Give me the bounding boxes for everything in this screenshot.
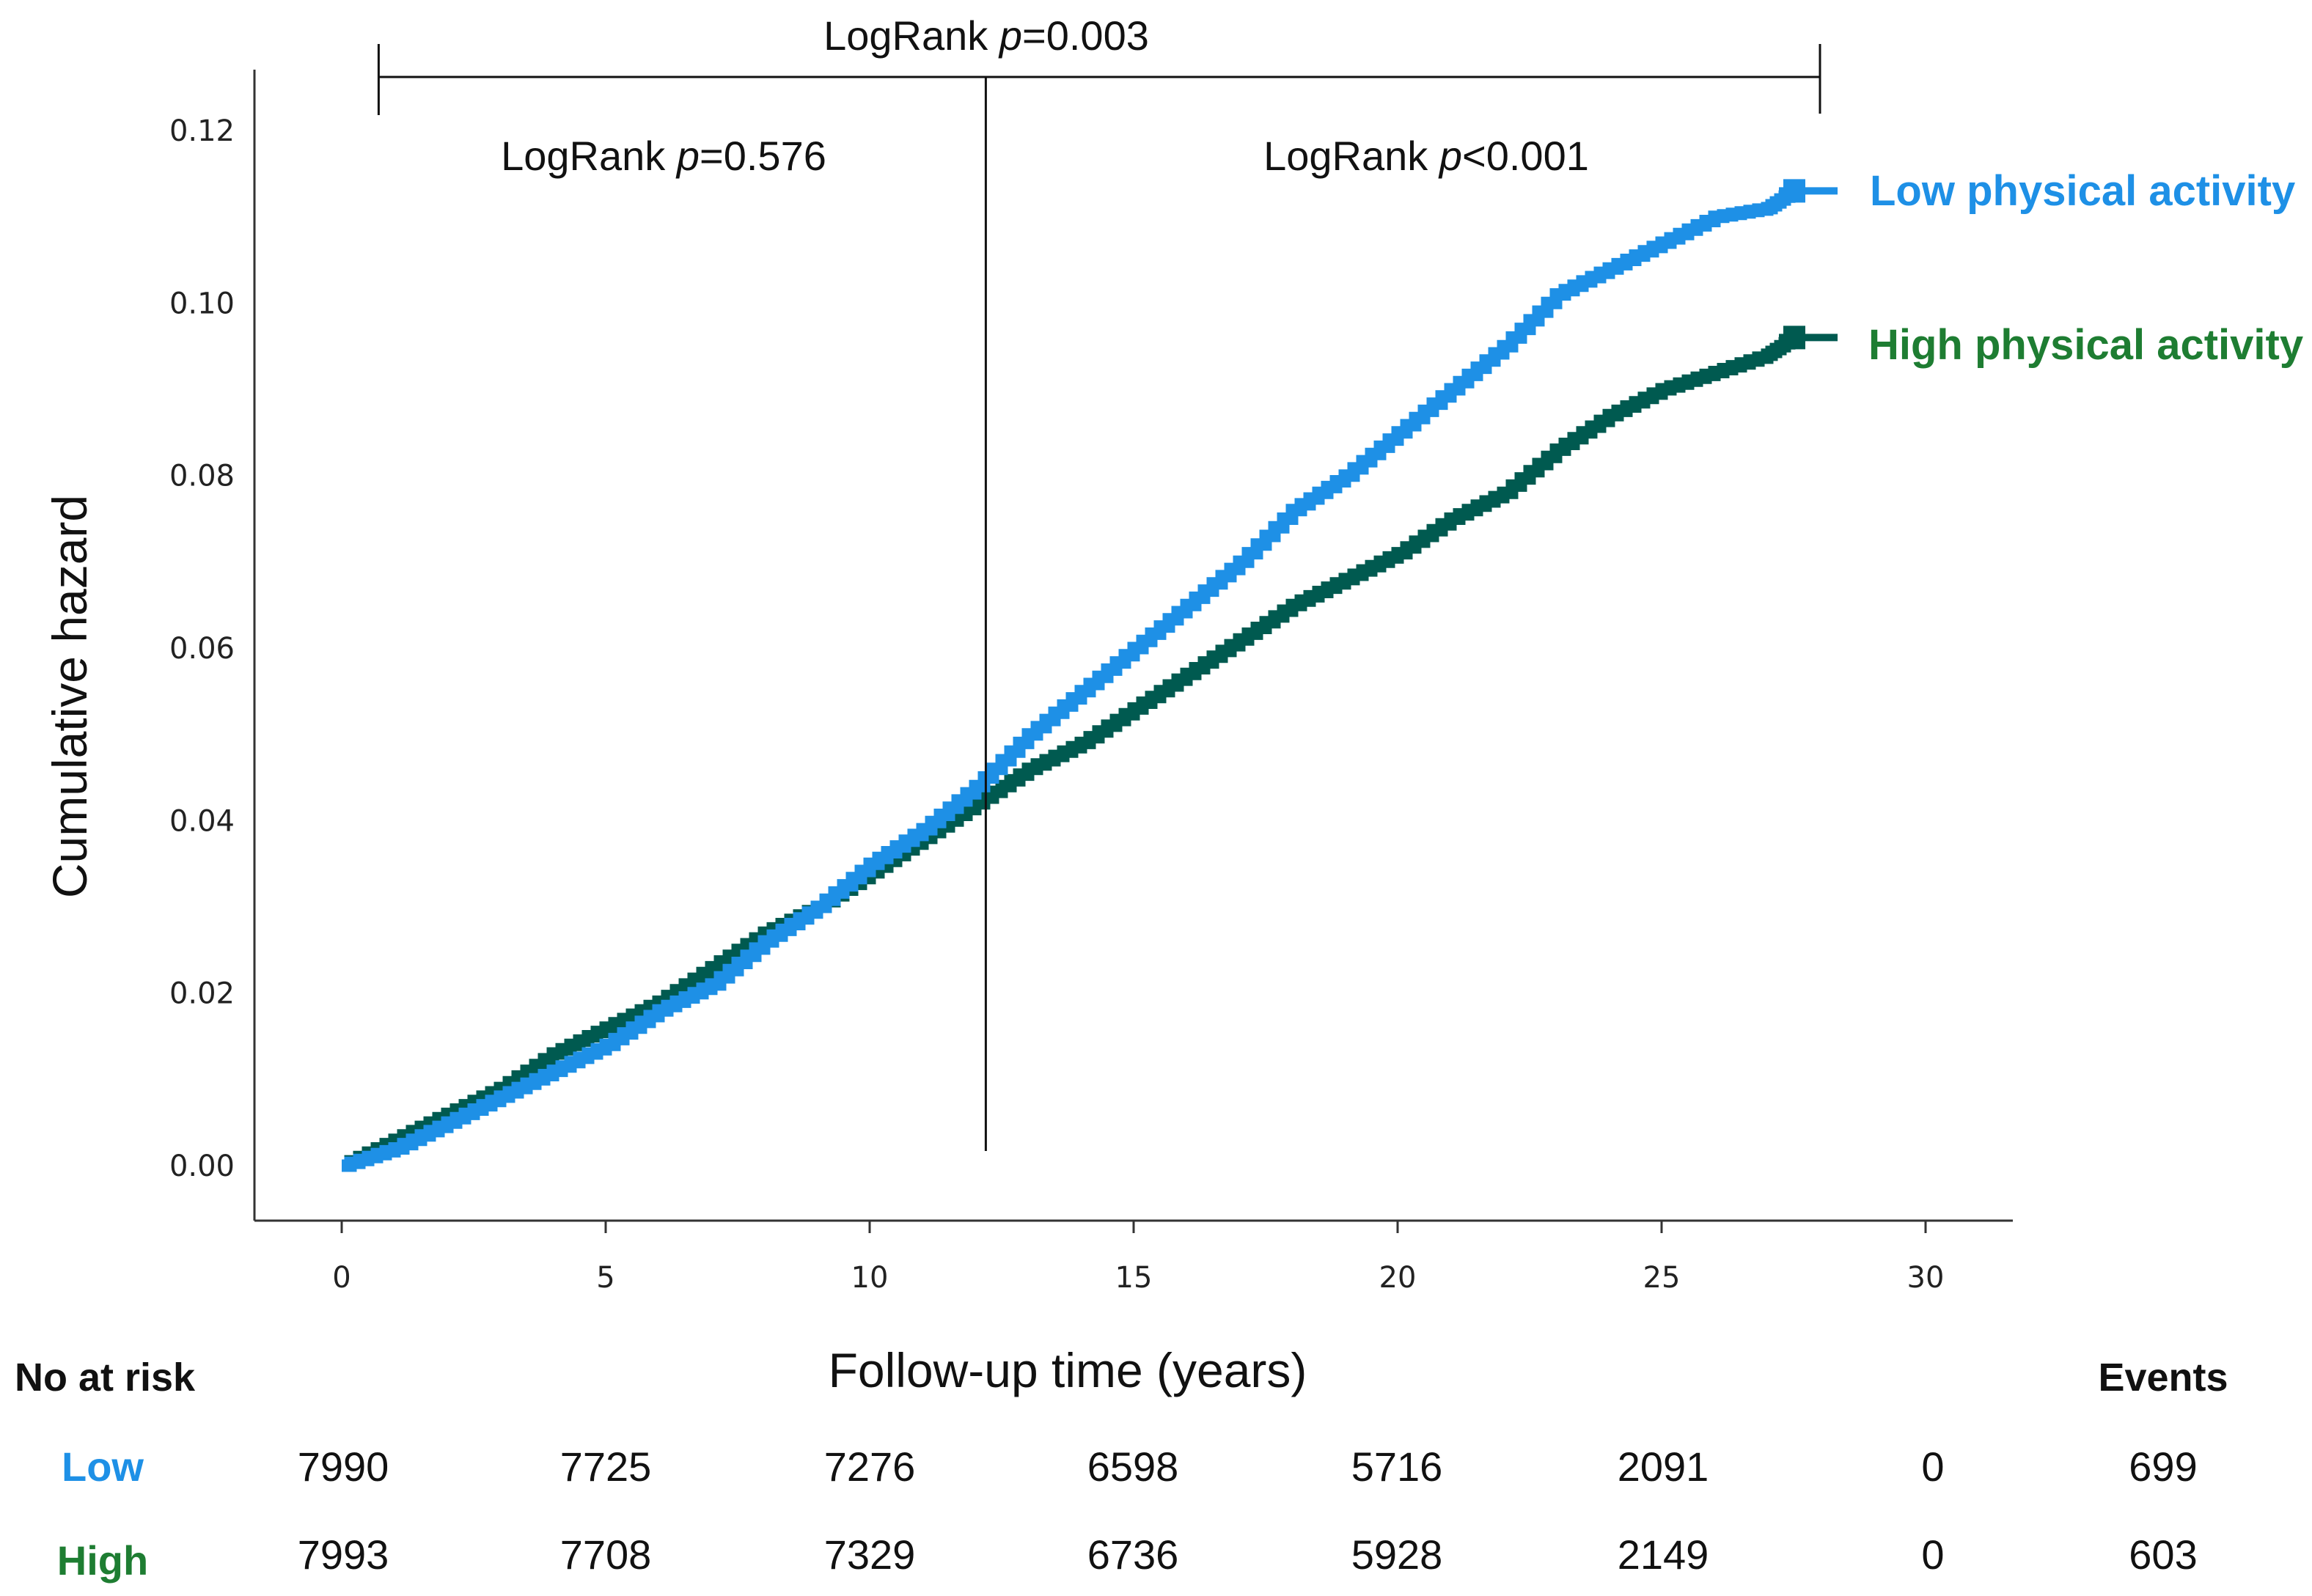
logrank-overall: LogRank p=0.003 bbox=[823, 12, 1149, 59]
risk-cell: 7725 bbox=[560, 1444, 652, 1490]
y-tick-label: 0.02 bbox=[169, 977, 235, 1011]
x-tick-label: 20 bbox=[1379, 1261, 1417, 1295]
series-line-high bbox=[342, 334, 1800, 1172]
risk-cell: 6736 bbox=[1087, 1531, 1179, 1578]
x-tick-label: 0 bbox=[332, 1261, 351, 1295]
risk-cell: 0 bbox=[1921, 1531, 1944, 1578]
y-tick-label: 0.00 bbox=[169, 1150, 235, 1183]
y-tick-label: 0.08 bbox=[169, 460, 235, 493]
x-tick-label: 10 bbox=[851, 1261, 889, 1295]
legend-low: Low physical activity bbox=[1870, 167, 2295, 215]
y-tick-label: 0.10 bbox=[169, 287, 235, 320]
events-cell: 603 bbox=[2129, 1531, 2197, 1578]
y-tick-label: 0.04 bbox=[169, 804, 235, 838]
risk-cell: 2091 bbox=[1618, 1444, 1709, 1490]
x-tick-label: 25 bbox=[1643, 1261, 1681, 1295]
risk-row-label-high: High bbox=[57, 1537, 148, 1584]
events-cell: 699 bbox=[2129, 1444, 2197, 1490]
events-header: Events bbox=[2098, 1356, 2228, 1400]
series-end-marker-high bbox=[1783, 326, 1805, 350]
logrank-right: LogRank p<0.001 bbox=[1263, 133, 1589, 179]
series-end-marker-low bbox=[1783, 179, 1805, 203]
risk-cell: 7993 bbox=[298, 1531, 389, 1578]
logrank-bracket bbox=[377, 44, 1821, 1151]
x-axis-title: Follow-up time (years) bbox=[829, 1343, 1307, 1397]
logrank-left: LogRank p=0.576 bbox=[501, 133, 826, 179]
y-axis-title: Cumulative hazard bbox=[43, 495, 97, 898]
y-ticks: 0.00 0.02 0.04 0.06 0.08 0.10 0.12 bbox=[169, 114, 235, 1183]
y-tick-label: 0.06 bbox=[169, 632, 235, 666]
y-tick-label: 0.12 bbox=[169, 114, 235, 148]
risk-cell: 7708 bbox=[560, 1531, 652, 1578]
series-line-low bbox=[342, 187, 1800, 1172]
risk-cell: 7329 bbox=[824, 1531, 916, 1578]
x-tick-label: 5 bbox=[596, 1261, 614, 1295]
legend-high: High physical activity bbox=[1868, 321, 2303, 369]
risk-cell: 5928 bbox=[1351, 1531, 1443, 1578]
risk-cell: 0 bbox=[1921, 1444, 1944, 1490]
x-ticks: 0 5 10 15 20 25 30 bbox=[332, 1221, 1944, 1295]
series-layer bbox=[342, 179, 1838, 1172]
risk-cell: 6598 bbox=[1087, 1444, 1179, 1490]
risk-cell: 2149 bbox=[1618, 1531, 1709, 1578]
risk-row-label-low: Low bbox=[62, 1444, 144, 1490]
risk-table: Low 7990 7725 7276 6598 5716 2091 0 699 High 7993 7… bbox=[57, 1444, 2198, 1584]
risk-cell: 5716 bbox=[1351, 1444, 1443, 1490]
x-tick-label: 30 bbox=[1907, 1261, 1945, 1295]
risk-cell: 7990 bbox=[298, 1444, 389, 1490]
x-tick-label: 15 bbox=[1115, 1261, 1153, 1295]
risk-cell: 7276 bbox=[824, 1444, 916, 1490]
risk-table-header: No at risk bbox=[15, 1356, 196, 1400]
